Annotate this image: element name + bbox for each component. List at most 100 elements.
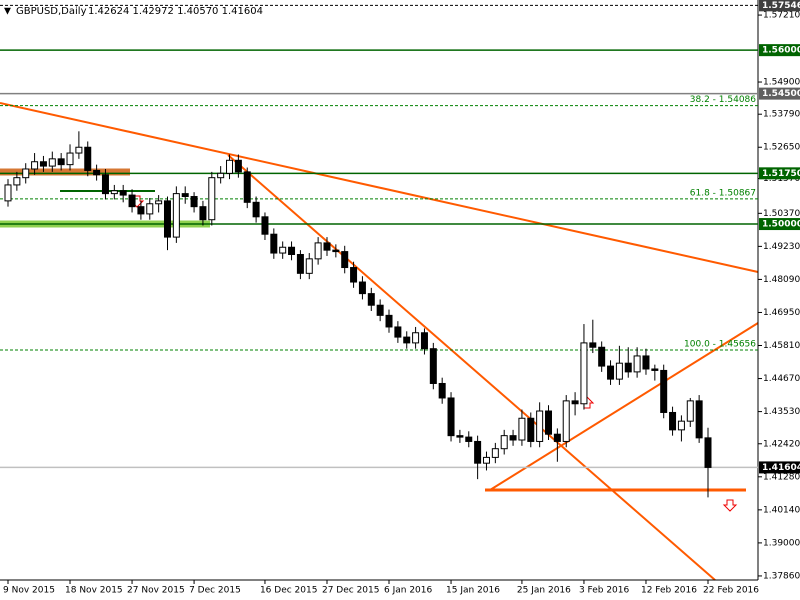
candle-body	[119, 190, 127, 196]
y-tick-label: 1.44670	[763, 374, 800, 384]
x-tick-label: 27 Dec 2015	[322, 586, 380, 596]
y-tick-label: 1.46950	[763, 308, 800, 318]
candle-body	[84, 146, 92, 171]
candle-body	[4, 184, 12, 202]
candle-body	[545, 410, 553, 435]
trendline	[489, 322, 759, 491]
fib-label: 61.8 - 1.50867	[690, 188, 756, 198]
candle-body	[447, 397, 455, 437]
candle-body	[323, 242, 331, 251]
candle-body	[31, 161, 39, 170]
candle-body	[527, 417, 535, 442]
candle-body	[350, 267, 358, 283]
candle-body	[217, 172, 225, 179]
trendline	[0, 102, 759, 273]
price-label: 1.41604	[762, 463, 800, 473]
candle-body	[190, 196, 198, 208]
candle-body	[589, 342, 597, 348]
candle-body	[607, 365, 615, 380]
y-tick-label: 1.43530	[763, 407, 800, 417]
candle-body	[438, 382, 446, 399]
candle-body	[48, 158, 56, 167]
candle-body	[669, 411, 677, 431]
candle-body	[536, 410, 544, 442]
ohlc-readout: 1.42624 1.42972 1.40570 1.41604	[88, 6, 263, 17]
candle-body	[704, 437, 712, 468]
y-tick-label: 1.57210	[763, 11, 800, 21]
x-tick-label: 3 Feb 2016	[579, 586, 630, 596]
y-tick-label: 1.39000	[763, 538, 800, 548]
candle-body	[332, 249, 340, 253]
candle-body	[367, 293, 375, 306]
candle-body	[163, 200, 171, 238]
candle-body	[420, 332, 428, 350]
candle-body	[562, 400, 570, 442]
y-tick-label: 1.54900	[763, 78, 800, 88]
chart-title: GBPUSD,Daily	[16, 6, 87, 17]
y-tick-label: 1.45810	[763, 341, 800, 351]
x-tick-label: 7 Dec 2015	[189, 586, 241, 596]
candle-body	[571, 400, 579, 405]
y-tick-label: 1.53790	[763, 110, 800, 120]
candle-body	[686, 400, 694, 422]
price-label-box	[759, 461, 800, 474]
candle-body	[155, 200, 163, 205]
candle-body	[482, 456, 490, 464]
candle-body	[615, 362, 623, 380]
candle-body	[429, 348, 437, 384]
candle-body	[412, 332, 420, 344]
candle-body	[518, 417, 526, 441]
candle-body	[252, 201, 260, 218]
candle-body	[500, 435, 508, 450]
candle-body	[491, 448, 499, 458]
candle-body	[456, 435, 464, 438]
x-tick-label: 6 Jan 2016	[384, 586, 432, 596]
price-label: 1.50000	[762, 220, 800, 230]
candle-body	[642, 355, 650, 370]
candle-body	[128, 194, 136, 208]
candle-body	[341, 251, 349, 269]
candle-body	[110, 190, 118, 195]
candle-body	[296, 253, 304, 274]
x-tick-label: 25 Jan 2016	[517, 586, 571, 596]
candle-body	[66, 152, 74, 166]
candle-body	[358, 281, 366, 295]
candle-body	[234, 159, 242, 173]
x-tick-label: 22 Feb 2016	[703, 586, 759, 596]
candle-body	[465, 436, 473, 442]
candle-body	[403, 336, 411, 344]
candle-body	[660, 369, 668, 413]
candle-body	[288, 246, 296, 255]
y-tick-label: 1.48090	[763, 275, 800, 285]
candle-body	[598, 346, 606, 367]
candle-body	[243, 171, 251, 203]
y-tick-label: 1.49230	[763, 242, 800, 252]
y-tick-label: 1.41280	[763, 472, 800, 482]
price-label-box	[759, 87, 800, 100]
candle-body	[305, 258, 313, 274]
fib-label: 38.2 - 1.54086	[690, 95, 756, 105]
price-label-box	[759, 218, 800, 231]
candle-body	[270, 233, 278, 254]
fib-label: 100.0 - 1.45656	[684, 339, 756, 349]
candle-body	[580, 342, 588, 405]
y-tick-label: 1.52650	[763, 143, 800, 153]
candle-body	[624, 362, 632, 373]
candle-body	[93, 169, 101, 176]
candle-body	[695, 400, 703, 439]
x-tick-label: 9 Nov 2015	[3, 586, 55, 596]
y-tick-label: 1.40140	[763, 505, 800, 515]
candle-body	[13, 177, 21, 186]
candle-body	[172, 193, 180, 238]
menu-arrow[interactable]: ▼	[4, 7, 11, 17]
candle-body	[137, 206, 145, 215]
price-label: 1.56000	[762, 46, 800, 56]
x-tick-label: 27 Nov 2015	[127, 586, 185, 596]
candle-body	[394, 326, 402, 338]
x-tick-label: 18 Nov 2015	[65, 586, 123, 596]
x-tick-label: 15 Jan 2016	[446, 586, 500, 596]
price-label: 1.54500	[762, 89, 800, 99]
x-tick-label: 16 Dec 2015	[260, 586, 318, 596]
y-tick-label: 1.42420	[763, 439, 800, 449]
